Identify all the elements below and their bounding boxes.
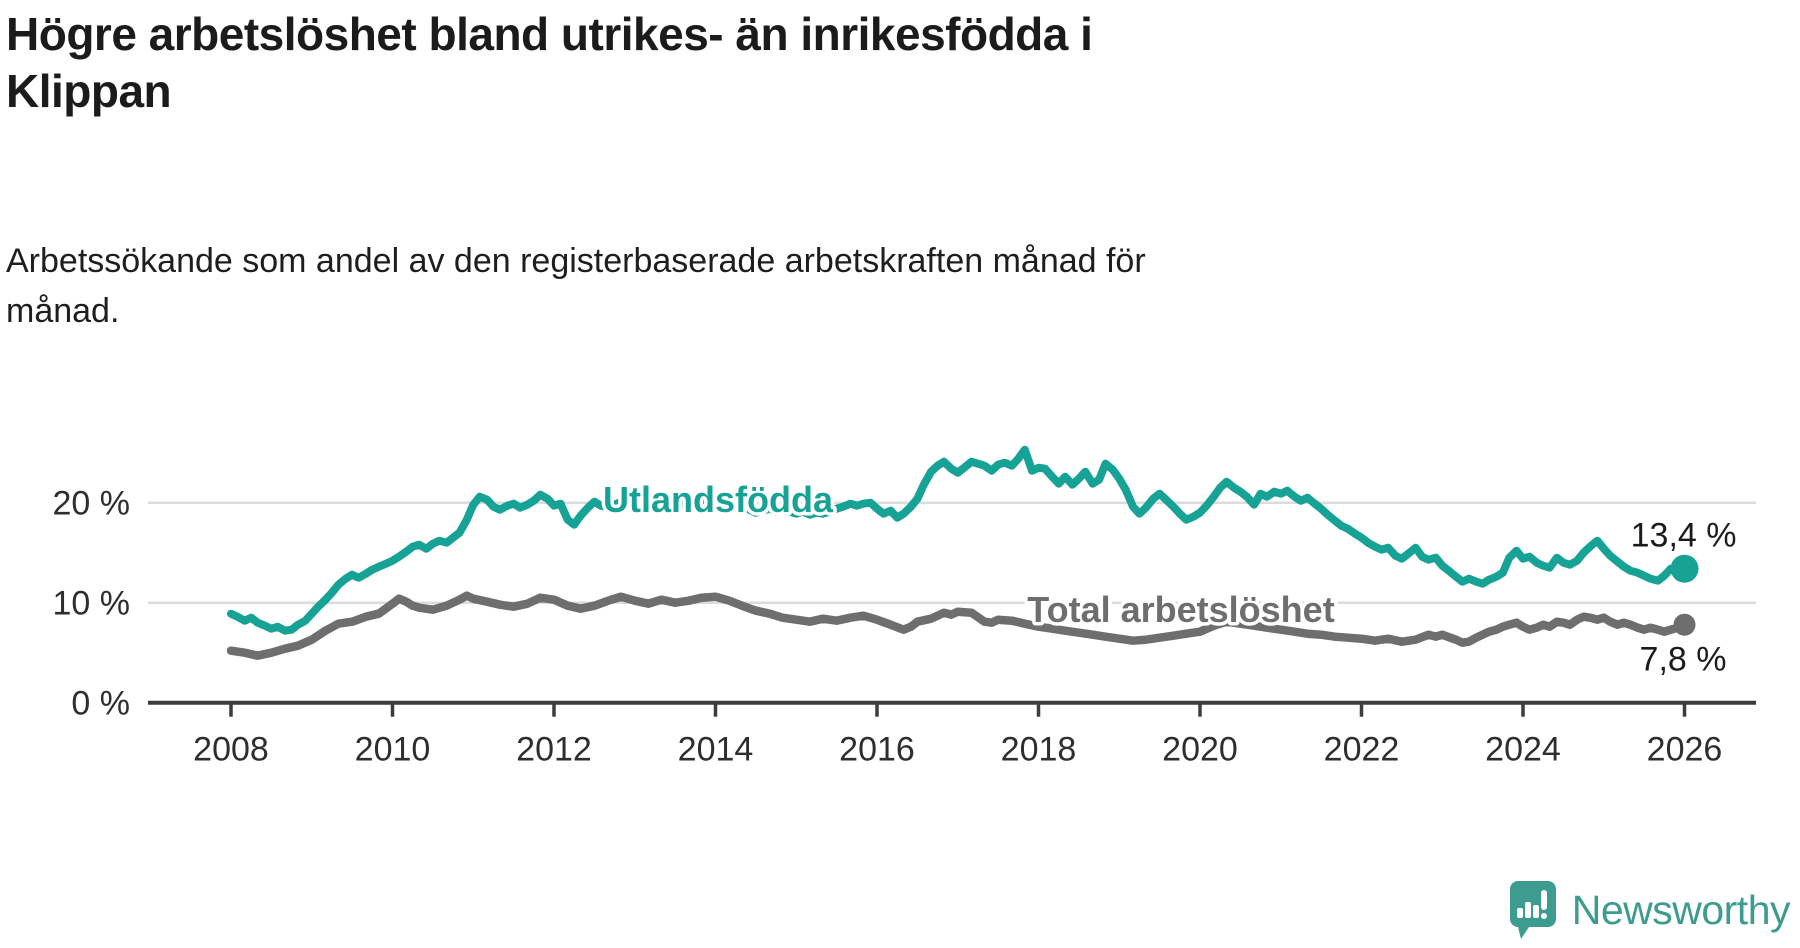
- end-value-label-total: 7,8 %: [1640, 641, 1727, 679]
- x-tick-label-2018: 2018: [1001, 731, 1077, 769]
- exclamation-dot: [1540, 913, 1547, 919]
- page-title-line-1: Högre arbetslöshet bland utrikes- än inr…: [6, 8, 1093, 60]
- bar-1: [1516, 908, 1523, 918]
- page-title: Högre arbetslöshet bland utrikes- än inr…: [6, 6, 1446, 120]
- chart-subtitle-line-2: månad.: [6, 292, 120, 330]
- bar-3: [1532, 905, 1539, 918]
- x-tick-label-2014: 2014: [678, 731, 754, 769]
- y-tick-label-0: 0 %: [71, 685, 130, 723]
- end-value-label-utlandsfodda: 13,4 %: [1631, 517, 1737, 555]
- x-tick-label-2022: 2022: [1324, 731, 1400, 769]
- series-line-total: [226, 591, 1689, 660]
- chart-subtitle-line-1: Arbetssökande som andel av den registerb…: [6, 242, 1146, 280]
- series-end-dot-utlandsfodda: [1670, 554, 1699, 583]
- x-tick-label-2012: 2012: [516, 731, 592, 769]
- y-tick-label-20: 20 %: [53, 485, 131, 523]
- series-line-utlandsfodda: [227, 445, 1689, 635]
- speech-bubble-bar-chart-icon: [1509, 881, 1556, 939]
- x-tick-label-2010: 2010: [355, 731, 431, 769]
- x-tick-label-2020: 2020: [1162, 731, 1238, 769]
- series-end-dot-total: [1673, 613, 1696, 636]
- x-tick-label-2024: 2024: [1485, 731, 1561, 769]
- bar-2: [1524, 902, 1531, 918]
- y-tick-label-10: 10 %: [53, 585, 131, 623]
- x-tick-label-2016: 2016: [839, 731, 915, 769]
- series-label-total: Total arbetslöshet: [1027, 589, 1334, 630]
- chart-subtitle: Arbetssökande som andel av den registerb…: [6, 236, 1486, 336]
- x-tick-label-2026: 2026: [1647, 731, 1723, 769]
- exclamation-bar: [1540, 890, 1547, 910]
- x-tick-label-2008: 2008: [193, 731, 269, 769]
- page-title-line-2: Klippan: [6, 65, 172, 117]
- series-label-utlandsfodda: Utlandsfödda: [603, 479, 834, 520]
- brand-name: Newsworthy: [1571, 886, 1791, 933]
- newsworthy-brand: Newsworthy: [1508, 880, 1791, 940]
